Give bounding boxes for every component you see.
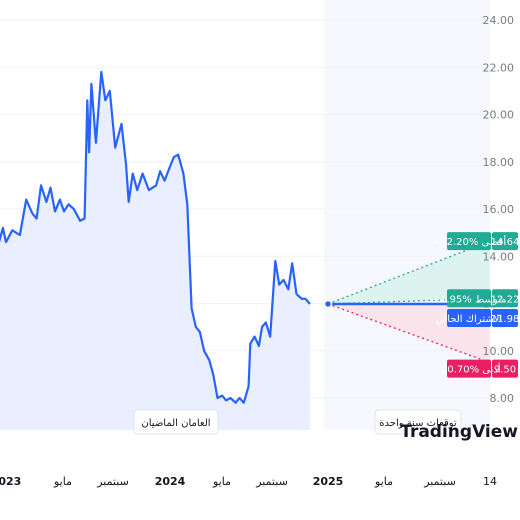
average-label-text: +1.95% متوسط xyxy=(432,294,507,305)
x-tick-label: سبتمبر xyxy=(423,475,456,488)
y-tick-label: 20.00 xyxy=(483,109,515,122)
x-tick-label: مايو xyxy=(53,475,72,488)
current-value-text: 11.98 xyxy=(491,314,520,325)
y-tick-label: 14.00 xyxy=(483,250,515,263)
x-tick-label: سبتمبر xyxy=(255,475,288,488)
forecast-label-text: توقعات سنة واحدة xyxy=(379,418,457,429)
x-tick-label: 14 xyxy=(483,475,497,488)
y-tick-label: 24.00 xyxy=(483,14,515,27)
y-tick-label: 18.00 xyxy=(483,156,515,169)
low-value-text: 9.50 xyxy=(494,365,516,376)
average-label-badge xyxy=(447,289,491,308)
current-label-badge xyxy=(447,308,491,327)
average-value-text: 12.22 xyxy=(491,294,520,305)
y-tick-label: 10.00 xyxy=(483,345,515,358)
low-label-badge xyxy=(447,359,491,378)
high-value-badge xyxy=(492,232,518,251)
last-price-dot xyxy=(323,299,333,309)
average-value-badge xyxy=(492,289,518,308)
forecast-high-line xyxy=(327,240,491,305)
y-tick-label: 16.00 xyxy=(483,203,515,216)
x-axis: 2023 مايو سبتمبر 2024 مايو سبتمبر 2025 مايو سبتم… xyxy=(0,475,497,488)
y-axis: 24.0022.0020.0018.0016.0014.0012.0010.00… xyxy=(483,14,515,405)
tradingview-watermark: TradingView xyxy=(400,422,518,442)
x-tick-label: مايو xyxy=(374,475,393,488)
x-tick-label: سبتمبر xyxy=(96,475,129,488)
past-label-text: العامان الماضيان xyxy=(141,418,210,429)
forecast-background xyxy=(324,0,490,430)
low-value-badge xyxy=(492,359,518,378)
current-label-text: الاشتراك الحالي xyxy=(436,314,502,325)
high-label-text: +22.20% أقصى xyxy=(432,235,506,248)
tradingview-logo[interactable]: TradingView xyxy=(400,422,518,442)
past-label: العامان الماضيان xyxy=(133,409,219,435)
price-area xyxy=(0,72,310,430)
y-tick-label: 22.00 xyxy=(483,61,515,74)
forecast-low-line xyxy=(327,303,491,364)
low-label-text: -20.70% أدنى xyxy=(437,363,500,376)
forecast-labels: 14.64+22.20% أقصى 12.22+1.95% متوسط 11.98ا… xyxy=(432,232,520,378)
high-value-text: 14.64 xyxy=(491,237,520,248)
forecast-label: توقعات سنة واحدة xyxy=(374,409,462,435)
price-line xyxy=(0,70,311,404)
high-label-badge xyxy=(447,232,491,251)
x-tick-label: مايو xyxy=(212,475,231,488)
current-value-badge xyxy=(492,308,518,327)
x-tick-label: 2024 xyxy=(155,475,186,488)
x-tick-label: 2023 xyxy=(0,475,21,488)
x-tick-label: 2025 xyxy=(313,475,344,488)
y-tick-label: 8.00 xyxy=(490,392,515,405)
